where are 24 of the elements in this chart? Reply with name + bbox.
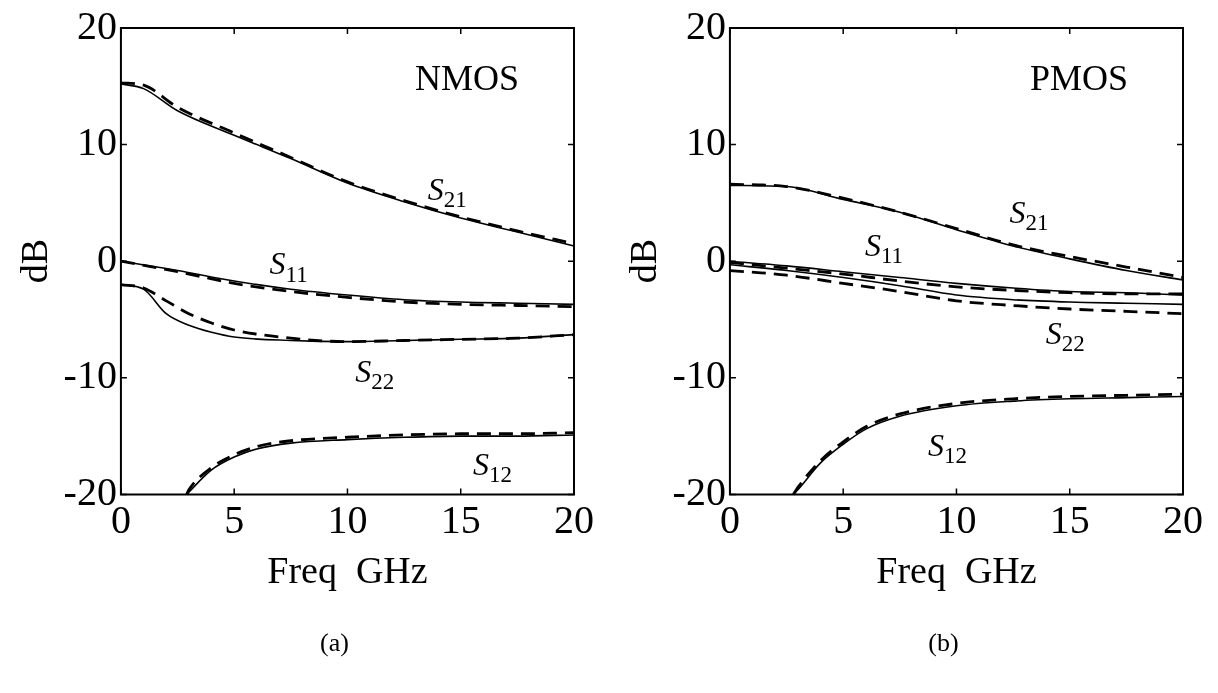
y-axis-title: dB — [621, 239, 664, 284]
x-axis-title: Freq GHz — [267, 549, 428, 592]
x-axis-title: Freq GHz — [876, 549, 1037, 592]
x-tick-label: 20 — [1163, 496, 1203, 542]
y-tick-label: -10 — [672, 352, 726, 398]
x-tick-label: 5 — [833, 496, 854, 542]
y-tick-label: 0 — [96, 235, 117, 281]
text: PMOS — [1029, 58, 1128, 99]
y-axis-title: dB — [12, 239, 55, 284]
x-tick-label: 15 — [440, 496, 481, 542]
x-tick-label: 10 — [936, 496, 977, 542]
x-tick-label: 20 — [554, 496, 594, 542]
text: (b) — [927, 628, 960, 658]
y-tick-label: 20 — [685, 2, 726, 48]
x-tick-label: 15 — [1049, 496, 1090, 542]
y-tick-label: -10 — [63, 352, 117, 398]
x-tick-label: 5 — [224, 496, 245, 542]
y-tick-label: 0 — [705, 235, 726, 281]
y-tick-label: 10 — [685, 119, 726, 165]
x-tick-label: 10 — [327, 496, 368, 542]
text: NMOS — [414, 58, 519, 99]
text: (a) — [319, 628, 350, 658]
y-tick-label: 20 — [76, 2, 117, 48]
y-tick-label: 10 — [76, 119, 117, 165]
